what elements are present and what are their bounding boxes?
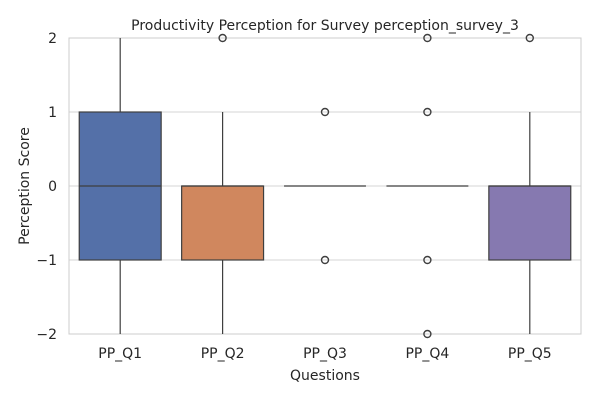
x-tick-label: PP_Q4 <box>405 346 449 362</box>
y-tick-label: −2 <box>36 327 57 343</box>
outlier-point <box>218 33 227 43</box>
box-pp-q2 <box>181 33 265 334</box>
y-tick-label: 1 <box>48 105 57 121</box>
box-body <box>488 185 572 261</box>
outlier-point <box>320 107 330 117</box>
outlier-point <box>423 107 432 117</box>
x-tick-label: PP_Q5 <box>508 346 552 362</box>
box-pp-q4 <box>386 33 469 339</box>
x-tick-label: PP_Q2 <box>201 346 245 362</box>
box-pp-q1 <box>78 38 162 334</box>
outlier-point <box>423 33 432 43</box>
outlier-point <box>525 33 534 43</box>
outlier-point <box>423 255 432 265</box>
box-series <box>78 33 572 339</box>
y-axis-ticks: −2 −1 0 1 2 <box>36 31 57 343</box>
x-axis-ticks: PP_Q1 PP_Q2 PP_Q3 PP_Q4 PP_Q5 <box>98 346 551 362</box>
y-tick-label: −1 <box>36 253 57 269</box>
x-tick-label: PP_Q3 <box>303 346 347 362</box>
x-axis-label: Questions <box>290 368 360 384</box>
x-tick-label: PP_Q1 <box>98 346 142 362</box>
box-pp-q3 <box>284 107 366 265</box>
chart-title: Productivity Perception for Survey perce… <box>131 18 519 34</box>
y-tick-label: 0 <box>48 179 57 195</box>
y-axis-label: Perception Score <box>17 127 33 245</box>
plot-area-frame <box>68 37 582 335</box>
box-body <box>181 185 265 261</box>
y-tick-label: 2 <box>48 31 57 47</box>
box-pp-q5 <box>488 33 572 334</box>
outlier-point <box>423 329 432 339</box>
outlier-point <box>320 255 330 265</box>
